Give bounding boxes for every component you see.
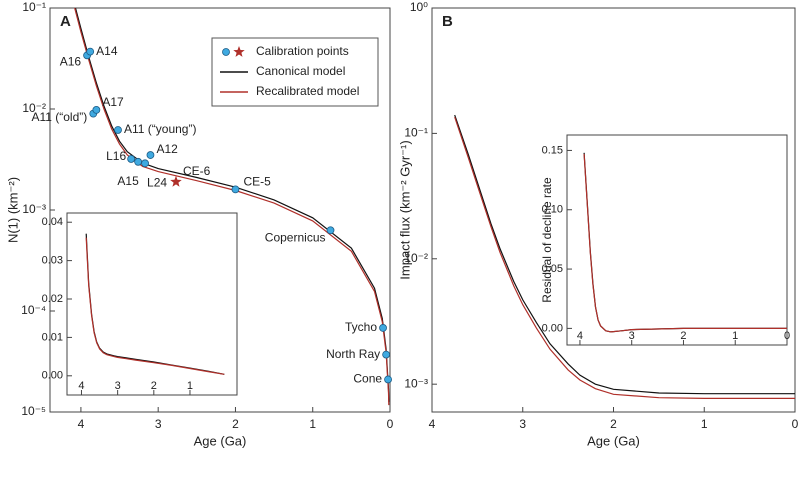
point-label: Copernicus [265,230,326,244]
point-label: A15 [117,174,139,188]
point-label: A11 (“young”) [124,122,196,136]
x-tick-label: 4 [429,417,436,431]
point-label: Tycho [345,320,377,334]
point-label: L24 [147,175,167,189]
y-tick-label: 0.03 [42,255,63,267]
legend-label: Calibration points [256,44,349,58]
calibration-point [134,157,142,166]
y-axis-label: Residual of decline rate [540,177,554,303]
x-tick-label: 2 [610,417,617,431]
x-tick-label: 3 [115,380,121,392]
y-tick-label: 0.04 [42,216,63,228]
calibration-point [146,151,155,159]
point-label: North Ray [326,347,380,361]
point-label: A16 [60,54,82,68]
x-tick-label: 4 [78,417,85,431]
calibration-point [141,159,149,168]
point-label: A14 [96,44,118,58]
y-tick-label: 10⁻² [22,101,46,115]
point-label: CE-6 [183,164,211,178]
x-axis-label: Age (Ga) [587,433,640,448]
point-label: CE-5 [243,175,271,189]
x-axis-label: Age (Ga) [194,433,247,448]
plot-area [74,8,390,406]
calibration-point [382,350,391,359]
y-tick-label: 0.05 [542,263,563,275]
y-tick-label: 0.00 [42,370,63,382]
y-tick-label: 0.10 [542,204,563,216]
legend-label: Recalibrated model [256,84,359,98]
model-line [85,237,225,375]
calibration-point [86,47,95,56]
legend-point [222,48,230,56]
calibration-point [127,155,136,163]
model-line [74,8,390,402]
y-tick-label: 10⁻⁵ [21,404,46,418]
panel-letter: A [60,13,71,30]
x-tick-label: 2 [151,380,157,392]
x-tick-label: 1 [187,380,193,392]
x-tick-label: 3 [155,417,162,431]
y-tick-label: 10⁻² [404,251,428,265]
panel: 4 3 2 1 0 10⁰ 10⁻¹ 10⁻² 10⁻³ B Age (Ga) Impact flux… [397,0,798,448]
x-tick-label: 3 [519,417,526,431]
y-tick-label: 0.02 [42,293,63,305]
model-line [454,114,795,395]
point-label: L16 [106,149,126,163]
plot-area [454,114,795,399]
model-line [583,153,787,333]
y-tick-label: 0.15 [542,144,563,156]
plot-frame [66,212,238,396]
plot-frame [566,134,788,346]
y-tick-label: 0.01 [42,331,63,343]
x-tick-label: 3 [629,330,635,342]
plot-area [583,152,787,333]
y-tick-label: 10⁻⁴ [21,303,46,317]
y-tick-label: 0.00 [542,322,563,334]
calibration-point [231,185,240,194]
calibration-point [379,324,387,332]
point-label: A12 [156,142,178,156]
panel-letter: B [442,13,453,30]
x-tick-label: 0 [784,330,790,342]
calibration-point [114,126,122,134]
y-axis-label: Impact flux (km⁻² Gyr⁻¹) [397,140,412,279]
point-label: A11 (“old”) [31,110,87,124]
inset: 4 3 2 1 0 0.00 0.05 0.10 0.15 Residual of decline… [540,134,790,346]
inset: 4 3 2 1 0.00 0.01 0.02 0.03 0.04 [42,212,238,396]
model-line [74,8,390,406]
x-tick-label: 1 [732,330,738,342]
calibration-point [384,375,392,384]
legend-label: Canonical model [256,64,345,78]
y-tick-label: 10⁻¹ [404,126,428,140]
x-tick-label: 2 [232,417,239,431]
calibration-point [326,226,335,235]
x-tick-label: 4 [577,330,583,342]
y-tick-label: 10⁻³ [22,202,46,216]
y-tick-label: 10⁻³ [404,376,428,390]
x-tick-label: 1 [701,417,708,431]
calibration-point [92,105,101,114]
y-axis-label: N(1) (km⁻²) [5,177,20,243]
y-tick-label: 10⁻¹ [22,0,46,14]
plot-area [85,233,225,375]
point-label: A17 [102,95,124,109]
model-line [454,116,795,399]
x-tick-label: 1 [309,417,316,431]
legend-star [233,46,245,57]
x-tick-label: 0 [792,417,799,431]
x-tick-label: 0 [387,417,394,431]
calibration-star [170,175,182,187]
x-tick-label: 2 [680,330,686,342]
x-tick-label: 4 [78,380,84,392]
point-label: Cone [353,372,382,386]
y-tick-label: 10⁰ [410,0,428,14]
